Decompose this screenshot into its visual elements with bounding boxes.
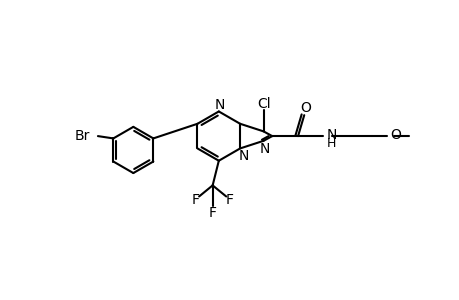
Text: F: F — [208, 206, 216, 220]
Text: O: O — [390, 128, 401, 142]
Text: N: N — [326, 128, 336, 142]
Text: Br: Br — [75, 129, 90, 143]
Text: F: F — [225, 193, 234, 207]
Text: H: H — [326, 136, 335, 149]
Text: N: N — [238, 149, 249, 163]
Text: O: O — [300, 101, 311, 115]
Text: F: F — [191, 193, 199, 207]
Text: N: N — [259, 142, 270, 155]
Text: Cl: Cl — [256, 97, 270, 110]
Text: N: N — [214, 98, 224, 112]
